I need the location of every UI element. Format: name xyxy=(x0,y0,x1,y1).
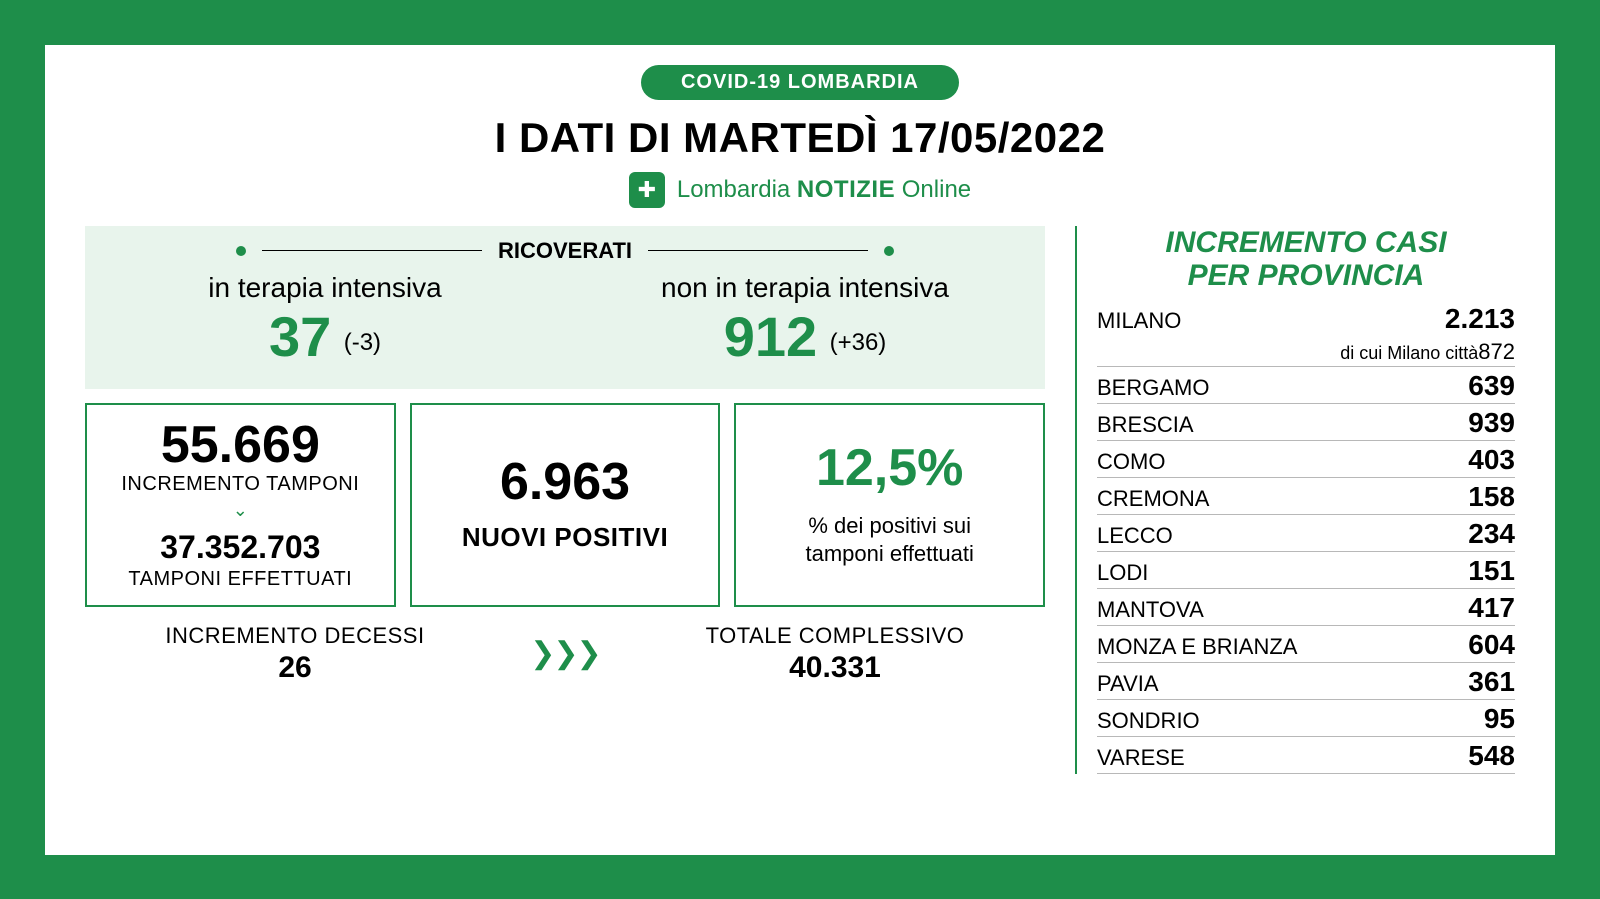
province-row: LODI 151 xyxy=(1097,552,1515,589)
province-row: SONDRIO 95 xyxy=(1097,700,1515,737)
hospitalized-label: RICOVERATI xyxy=(498,238,632,264)
hospitalized-panel: RICOVERATI in terapia intensiva 37 (-3) … xyxy=(85,226,1045,389)
province-value: 548 xyxy=(1468,740,1515,772)
province-value: 639 xyxy=(1468,370,1515,402)
rate-desc: % dei positivi sui tamponi effettuati xyxy=(746,512,1033,567)
logo-word-3: Online xyxy=(902,176,971,203)
province-name: BRESCIA xyxy=(1097,412,1194,438)
province-value: 151 xyxy=(1468,555,1515,587)
province-row: COMO 403 xyxy=(1097,441,1515,478)
lombardia-icon: ✚ xyxy=(629,172,665,208)
province-value: 234 xyxy=(1468,518,1515,550)
province-row: BERGAMO 639 xyxy=(1097,367,1515,404)
province-name: BERGAMO xyxy=(1097,375,1209,401)
province-value: 95 xyxy=(1484,703,1515,735)
province-value: 158 xyxy=(1468,481,1515,513)
province-value: 417 xyxy=(1468,592,1515,624)
icu-label: in terapia intensiva xyxy=(85,272,565,304)
positives-label: NUOVI POSITIVI xyxy=(422,522,709,553)
bullet-icon xyxy=(884,246,894,256)
arrow-down-icon: ⌄ xyxy=(97,500,384,521)
province-row: LECCO 234 xyxy=(1097,515,1515,552)
province-row: MONZA E BRIANZA 604 xyxy=(1097,626,1515,663)
province-value: 939 xyxy=(1468,407,1515,439)
bullet-icon xyxy=(236,246,246,256)
province-name: MANTOVA xyxy=(1097,597,1204,623)
header-pill: COVID-19 LOMBARDIA xyxy=(641,65,959,100)
icu-block: in terapia intensiva 37 (-3) xyxy=(85,272,565,369)
rate-box: 12,5% % dei positivi sui tamponi effettu… xyxy=(734,403,1045,607)
province-value: 403 xyxy=(1468,444,1515,476)
province-name: CREMONA xyxy=(1097,486,1209,512)
rule-icon xyxy=(648,250,868,251)
chevrons-icon: ❯❯❯ xyxy=(505,623,625,685)
province-row: CREMONA 158 xyxy=(1097,478,1515,515)
header: COVID-19 LOMBARDIA I DATI DI MARTEDÌ 17/… xyxy=(85,65,1515,208)
province-value: 2.213 xyxy=(1445,303,1515,335)
rule-icon xyxy=(262,250,482,251)
swabs-total-label: TAMPONI EFFETTUATI xyxy=(97,568,384,591)
icu-delta: (-3) xyxy=(344,329,381,356)
positives-box: 6.963 NUOVI POSITIVI xyxy=(410,403,721,607)
province-name: LODI xyxy=(1097,560,1148,586)
province-subname: di cui Milano città xyxy=(1097,343,1478,364)
province-row: BRESCIA 939 xyxy=(1097,404,1515,441)
non-icu-block: non in terapia intensiva 912 (+36) xyxy=(565,272,1045,369)
swabs-box: 55.669 INCREMENTO TAMPONI ⌄ 37.352.703 T… xyxy=(85,403,396,607)
swabs-increment-label: INCREMENTO TAMPONI xyxy=(97,473,384,496)
logo-word-1: Lombardia xyxy=(677,176,790,203)
province-name: MONZA E BRIANZA xyxy=(1097,634,1297,660)
swabs-increment-value: 55.669 xyxy=(97,419,384,471)
positives-value: 6.963 xyxy=(422,456,709,508)
province-value: 361 xyxy=(1468,666,1515,698)
bottom-row: INCREMENTO DECESSI 26 ❯❯❯ TOTALE COMPLES… xyxy=(85,623,1045,685)
swabs-total-value: 37.352.703 xyxy=(97,529,384,566)
page-title: I DATI DI MARTEDÌ 17/05/2022 xyxy=(85,114,1515,162)
icu-value: 37 xyxy=(269,304,331,369)
province-row: PAVIA 361 xyxy=(1097,663,1515,700)
province-name: LECCO xyxy=(1097,523,1173,549)
rate-value: 12,5% xyxy=(746,442,1033,494)
dashboard-card: COVID-19 LOMBARDIA I DATI DI MARTEDÌ 17/… xyxy=(45,45,1555,855)
province-subrow: di cui Milano città872 xyxy=(1097,336,1515,367)
non-icu-delta: (+36) xyxy=(830,329,887,356)
deaths-value: 26 xyxy=(85,651,505,685)
deaths-label: INCREMENTO DECESSI xyxy=(85,623,505,649)
provinces-list: MILANO2.213di cui Milano città872BERGAMO… xyxy=(1097,300,1515,774)
province-value: 604 xyxy=(1468,629,1515,661)
province-name: PAVIA xyxy=(1097,671,1159,697)
non-icu-label: non in terapia intensiva xyxy=(565,272,1045,304)
logo-word-2: NOTIZIE xyxy=(797,176,895,203)
province-row: MANTOVA 417 xyxy=(1097,589,1515,626)
total-value: 40.331 xyxy=(625,651,1045,685)
left-column: RICOVERATI in terapia intensiva 37 (-3) … xyxy=(85,226,1045,774)
total-block: TOTALE COMPLESSIVO 40.331 xyxy=(625,623,1045,685)
province-subvalue: 872 xyxy=(1478,339,1515,365)
province-name: COMO xyxy=(1097,449,1165,475)
province-name: MILANO xyxy=(1097,308,1181,334)
source-logo: ✚ Lombardia NOTIZIE Online xyxy=(85,172,1515,208)
province-row: MILANO 2.213 xyxy=(1097,300,1515,336)
province-name: VARESE xyxy=(1097,745,1185,771)
deaths-block: INCREMENTO DECESSI 26 xyxy=(85,623,505,685)
provinces-title: INCREMENTO CASI PER PROVINCIA xyxy=(1097,226,1515,292)
vertical-rule xyxy=(1075,226,1077,774)
total-label: TOTALE COMPLESSIVO xyxy=(625,623,1045,649)
provinces-column: INCREMENTO CASI PER PROVINCIA MILANO 2.21… xyxy=(1097,226,1515,774)
stats-row: 55.669 INCREMENTO TAMPONI ⌄ 37.352.703 T… xyxy=(85,403,1045,607)
province-row: VARESE 548 xyxy=(1097,737,1515,774)
province-name: SONDRIO xyxy=(1097,708,1200,734)
non-icu-value: 912 xyxy=(724,304,817,369)
